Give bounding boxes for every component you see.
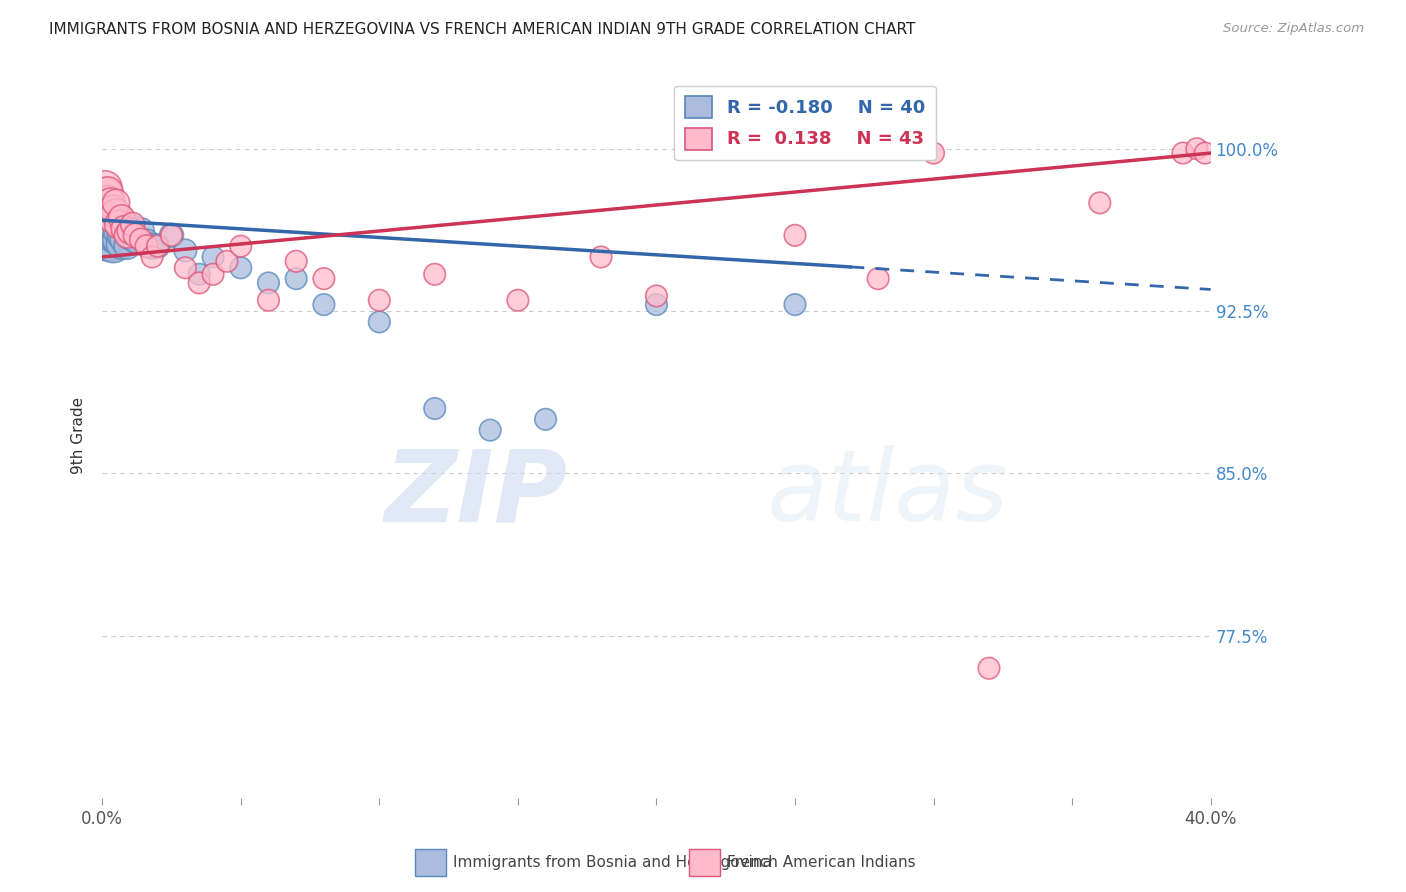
Point [645,297,668,311]
Point [108,218,131,232]
Point [105,195,128,210]
Point [368,315,391,329]
Point [922,146,945,161]
Point [215,254,238,268]
Point [645,289,668,303]
Point [146,239,169,253]
Point [112,222,135,236]
Text: Source: ZipAtlas.com: Source: ZipAtlas.com [1223,22,1364,36]
Point [312,271,335,285]
Text: atlas: atlas [768,445,1010,542]
Point [94,180,117,194]
Point [202,268,225,282]
Point [103,228,125,243]
Point [135,235,157,249]
Point [146,239,169,253]
Point [97,213,120,227]
Point [1171,146,1194,161]
Point [108,224,131,238]
Point [94,211,117,225]
Point [100,195,122,210]
Point [423,401,446,416]
Point [97,222,120,236]
Point [423,268,446,282]
Point [118,228,141,243]
Point [783,228,806,243]
Point [100,207,122,221]
Point [135,239,157,253]
Point [229,239,252,253]
Point [103,237,125,252]
Point [105,228,128,243]
Point [160,228,183,243]
Point [100,224,122,238]
Text: French American Indians: French American Indians [727,855,915,870]
Point [115,239,138,253]
Point [94,224,117,238]
Point [124,228,146,243]
Point [94,218,117,232]
Point [257,276,280,290]
Point [105,207,128,221]
Point [160,228,183,243]
Point [1088,195,1111,210]
Point [285,271,308,285]
Point [202,250,225,264]
Point [1194,146,1216,161]
Point [105,219,128,234]
Point [229,260,252,275]
Point [97,195,120,210]
Point [141,250,163,264]
Point [188,276,211,290]
Point [103,211,125,225]
Point [103,202,125,217]
Point [94,189,117,203]
Point [112,233,135,247]
Text: IMMIGRANTS FROM BOSNIA AND HERZEGOVINA VS FRENCH AMERICAN INDIAN 9TH GRADE CORRE: IMMIGRANTS FROM BOSNIA AND HERZEGOVINA V… [49,22,915,37]
Point [479,423,502,437]
Point [368,293,391,308]
Point [174,260,197,275]
Point [110,237,132,252]
Legend: R = -0.180    N = 40, R =  0.138    N = 43: R = -0.180 N = 40, R = 0.138 N = 43 [673,86,935,161]
Point [257,293,280,308]
Point [108,233,131,247]
Point [534,412,557,426]
Y-axis label: 9th Grade: 9th Grade [72,397,86,475]
Point [115,228,138,243]
Point [97,185,120,199]
Point [118,224,141,238]
Point [977,661,1000,675]
Point [129,224,152,238]
Point [110,228,132,243]
Point [506,293,529,308]
Point [285,254,308,268]
Point [100,233,122,247]
Point [868,271,890,285]
Point [141,239,163,253]
Point [97,228,120,243]
Point [188,268,211,282]
Point [312,297,335,311]
Text: ZIP: ZIP [385,445,568,542]
Point [110,211,132,225]
Point [1185,142,1208,156]
Point [589,250,612,264]
Text: Immigrants from Bosnia and Herzegovina: Immigrants from Bosnia and Herzegovina [453,855,772,870]
Point [121,218,143,232]
Point [100,218,122,232]
Point [124,233,146,247]
Point [174,244,197,258]
Point [129,233,152,247]
Point [783,297,806,311]
Point [118,219,141,234]
